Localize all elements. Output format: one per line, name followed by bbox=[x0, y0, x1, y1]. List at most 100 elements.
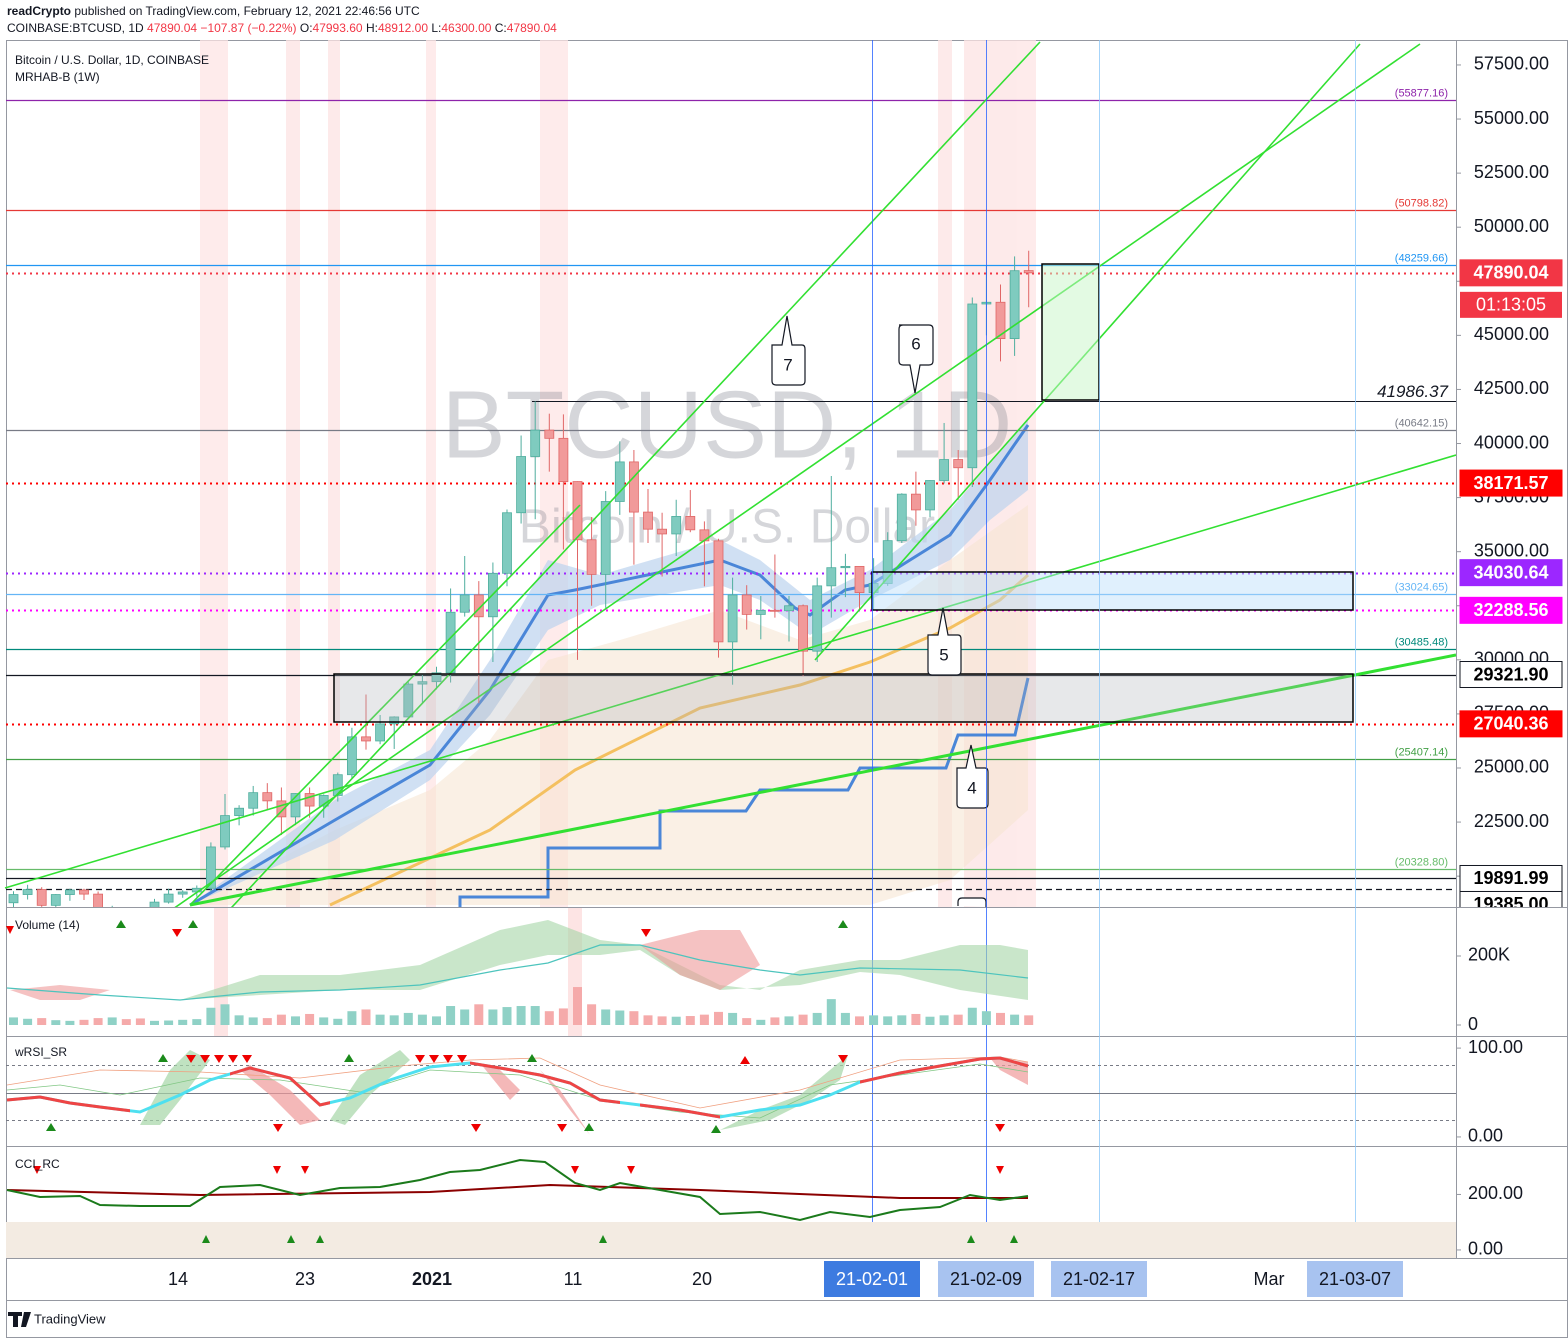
pane-title: Volume (14) bbox=[15, 918, 80, 932]
volume-bar bbox=[671, 1016, 681, 1025]
volume-bar bbox=[248, 1017, 258, 1025]
symbol: COINBASE:BTCUSD, 1D bbox=[7, 21, 144, 35]
candle-body bbox=[600, 501, 611, 575]
candle-body bbox=[248, 792, 259, 809]
arrow bbox=[116, 920, 126, 928]
volume-bar bbox=[996, 1012, 1005, 1025]
x-tick-label: 21-02-01 bbox=[836, 1269, 908, 1289]
volume-bar bbox=[840, 1012, 850, 1025]
cci-arrows bbox=[33, 1166, 1018, 1243]
y-tick-label: 55000.00 bbox=[1474, 108, 1549, 128]
y-tick-label: 0.00 bbox=[1468, 1239, 1503, 1259]
volume-bar bbox=[220, 1004, 230, 1025]
arrow bbox=[344, 1054, 354, 1062]
volume-bar bbox=[981, 1011, 991, 1025]
volume-bar bbox=[573, 987, 582, 1025]
candle-body bbox=[50, 894, 61, 906]
rsi-cloud bbox=[480, 1063, 520, 1100]
arrow bbox=[186, 1055, 252, 1063]
y-tick-label: 35000.00 bbox=[1474, 540, 1549, 560]
arrow bbox=[46, 1123, 56, 1131]
volume-bar bbox=[728, 1012, 738, 1025]
trend-line bbox=[189, 653, 1456, 907]
rsi-arrows bbox=[46, 1054, 1005, 1133]
candle-body bbox=[741, 594, 752, 615]
volume-bar bbox=[1010, 1014, 1020, 1025]
volume-bar bbox=[502, 1007, 512, 1025]
candle-body bbox=[1009, 270, 1020, 340]
price-tag-label: 32288.56 bbox=[1473, 600, 1548, 620]
date-lines bbox=[872, 40, 1356, 1258]
x-tick-label: 11 bbox=[564, 1269, 583, 1289]
footer: TradingView bbox=[8, 1311, 106, 1327]
arrow bbox=[838, 920, 848, 928]
watermark: BTCUSD, 1D bbox=[442, 371, 1013, 478]
rsi-cloud bbox=[240, 1065, 320, 1125]
candle-body bbox=[544, 429, 555, 439]
candle-body bbox=[896, 493, 907, 542]
arrow bbox=[740, 1056, 750, 1064]
price-tag-label: 27040.36 bbox=[1473, 714, 1548, 734]
rsi-signal bbox=[6, 1056, 1029, 1109]
callout-bubble bbox=[956, 744, 989, 809]
candle-body bbox=[290, 793, 301, 818]
cci-signal bbox=[6, 1183, 1028, 1199]
axis-main: 20000.0022500.0025000.0027500.0030000.00… bbox=[1456, 54, 1563, 907]
callout-bubble bbox=[927, 607, 962, 676]
volume-bar bbox=[474, 1004, 484, 1025]
candle-body bbox=[431, 672, 442, 683]
candle-body bbox=[713, 540, 724, 643]
price-tag bbox=[1459, 559, 1563, 587]
candle-body bbox=[502, 512, 512, 574]
callout-labels: 7 6 5 4 bbox=[783, 334, 976, 797]
arrow bbox=[838, 1055, 848, 1063]
zone-box bbox=[333, 673, 1354, 723]
trend-line bbox=[4, 454, 1456, 889]
trend-line bbox=[174, 43, 1421, 907]
candle-body bbox=[727, 594, 738, 643]
candle-body bbox=[276, 800, 287, 818]
logo bbox=[8, 1312, 31, 1327]
arrow bbox=[33, 1166, 1004, 1174]
candle-body bbox=[967, 303, 978, 469]
candle-body bbox=[79, 889, 89, 895]
volume-bar bbox=[65, 1020, 75, 1025]
callout-bubble bbox=[771, 315, 806, 386]
band bbox=[200, 40, 228, 907]
price-tag bbox=[1459, 864, 1563, 892]
price-tag bbox=[1459, 259, 1563, 287]
candle-body bbox=[586, 539, 597, 575]
candle-body bbox=[685, 516, 696, 531]
volume-bar bbox=[206, 1007, 216, 1025]
candle-body bbox=[840, 565, 851, 569]
candle-body bbox=[346, 736, 357, 776]
candle-body bbox=[643, 511, 653, 530]
volume-bar bbox=[643, 1015, 653, 1025]
price-tag-label: 47890.04 bbox=[1473, 263, 1548, 283]
volume-bar bbox=[685, 1016, 695, 1025]
y-tick-label: 0 bbox=[1468, 1014, 1478, 1034]
candle-body bbox=[911, 493, 921, 511]
volume-bar bbox=[375, 1014, 385, 1025]
volume-bar bbox=[699, 1014, 709, 1025]
volume-bar bbox=[544, 1011, 554, 1025]
countdown-tag bbox=[1460, 291, 1562, 318]
ema-line bbox=[189, 424, 1030, 907]
volume-bar bbox=[855, 1016, 864, 1025]
volume-bars bbox=[9, 987, 1034, 1025]
band bbox=[286, 40, 300, 907]
volume-bar bbox=[558, 1008, 568, 1025]
candle-body bbox=[812, 585, 823, 652]
volume-bar bbox=[135, 1018, 145, 1025]
callout-label: 7 bbox=[783, 355, 792, 374]
cci-line bbox=[6, 1158, 1029, 1222]
published: published on TradingView.com, February 1… bbox=[74, 4, 420, 18]
volume-bar bbox=[347, 1011, 357, 1025]
volume-bar bbox=[93, 1018, 103, 1025]
author: readCrypto bbox=[7, 4, 71, 18]
volume-bar bbox=[446, 1006, 456, 1025]
candle-body bbox=[784, 605, 794, 612]
date-tag bbox=[1307, 1261, 1403, 1297]
cci-pane: CCI_RC bbox=[6, 1157, 1456, 1258]
y-tick-label: 57500.00 bbox=[1474, 54, 1549, 74]
